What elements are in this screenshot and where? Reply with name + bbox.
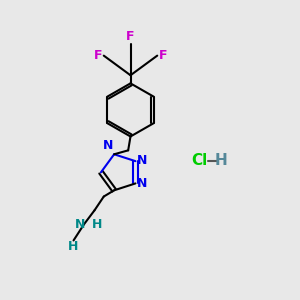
Text: H: H [215, 153, 228, 168]
Text: N: N [103, 140, 113, 152]
Text: N: N [137, 154, 148, 167]
Text: H: H [92, 218, 102, 231]
Text: H: H [68, 240, 79, 254]
Text: F: F [126, 30, 135, 43]
Text: Cl: Cl [191, 153, 207, 168]
Text: N: N [75, 218, 85, 231]
Text: F: F [94, 49, 103, 62]
Text: N: N [137, 177, 148, 190]
Text: F: F [158, 49, 167, 62]
